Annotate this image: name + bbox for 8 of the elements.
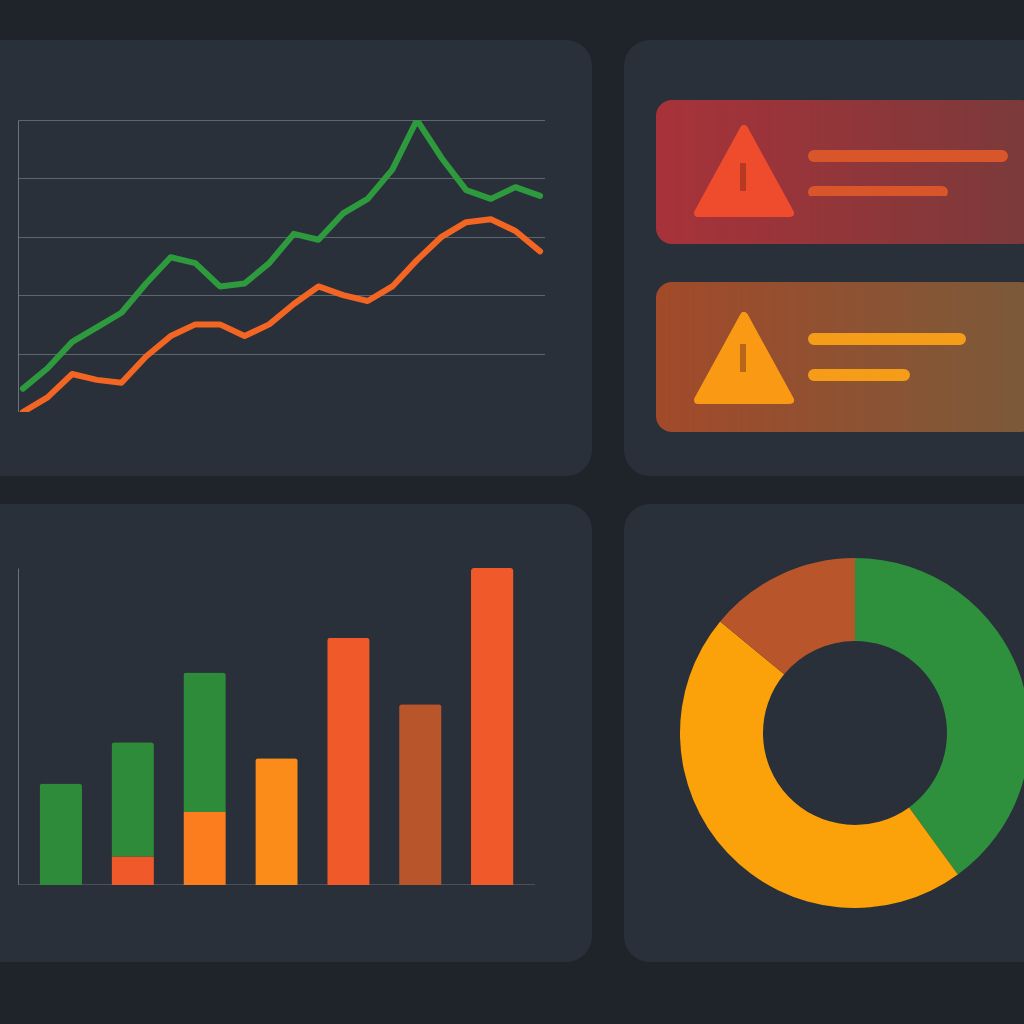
bar	[399, 704, 442, 885]
bar	[183, 672, 226, 813]
bar	[111, 856, 154, 885]
bar	[111, 742, 154, 857]
bar	[327, 637, 370, 885]
bar	[255, 758, 298, 885]
bar	[183, 812, 226, 885]
bar	[471, 568, 514, 885]
